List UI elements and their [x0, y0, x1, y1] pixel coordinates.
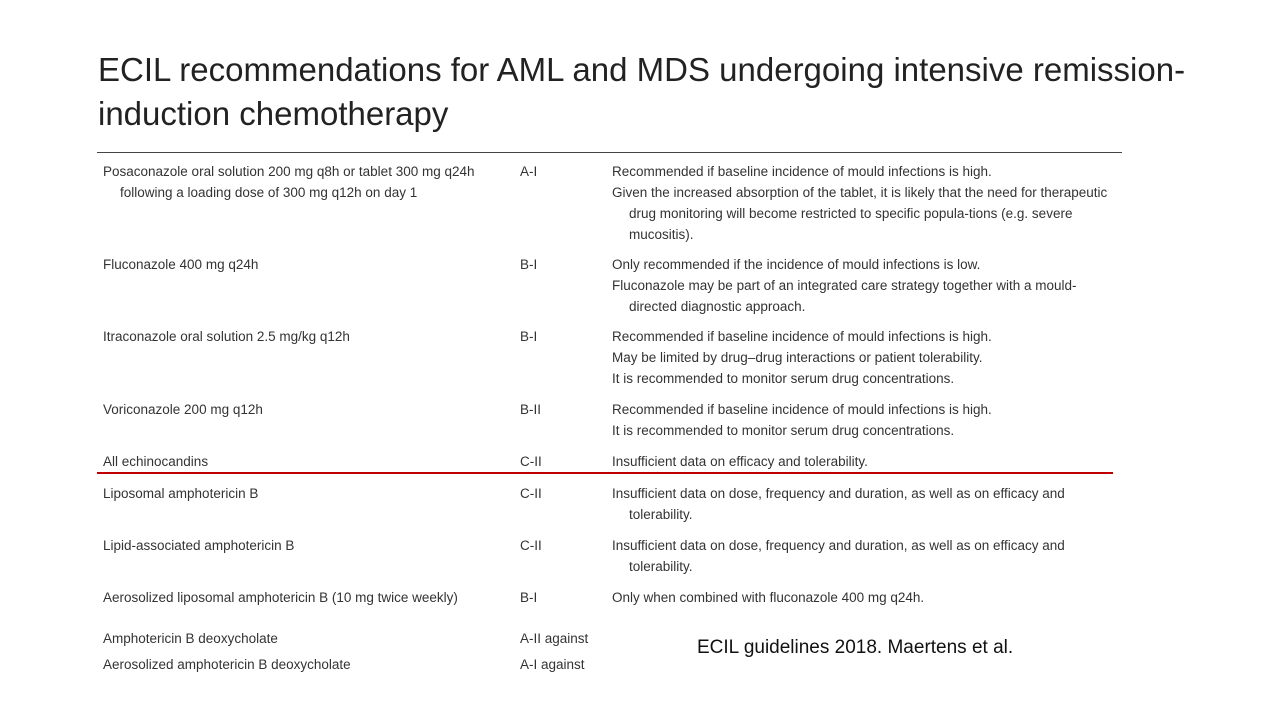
highlight-rule: [97, 472, 1113, 474]
drug-cell: Voriconazole 200 mg q12h: [103, 402, 263, 417]
comment-line: Only recommended if the incidence of mou…: [612, 257, 981, 272]
grade-cell: A-II against: [520, 631, 589, 646]
drug-cell: Lipid-associated amphotericin B: [103, 538, 295, 553]
drug-cell: Aerosolized liposomal amphotericin B (10…: [103, 590, 458, 605]
comment-line: May be limited by drug–drug interactions…: [612, 350, 983, 365]
comment-line: It is recommended to monitor serum drug …: [612, 423, 955, 438]
drug-cell: Itraconazole oral solution 2.5 mg/kg q12…: [103, 329, 350, 344]
comment-line: Insufficient data on efficacy and tolera…: [612, 454, 868, 469]
table-top-rule: [97, 152, 1122, 153]
slide-title: ECIL recommendations for AML and MDS und…: [98, 51, 1186, 132]
drug-cell: Amphotericin B deoxycholate: [103, 631, 278, 646]
grade-cell: C-II: [520, 538, 542, 553]
comment-line: Recommended if baseline incidence of mou…: [612, 402, 992, 417]
comment-line: Insufficient data on dose, frequency and…: [612, 538, 1065, 574]
citation: ECIL guidelines 2018. Maertens et al.: [697, 637, 1014, 658]
comment-line: Given the increased absorption of the ta…: [612, 185, 1108, 242]
comment-cell: Only recommended if the incidence of mou…: [612, 254, 1112, 317]
grade-cell: A-I against: [520, 657, 585, 672]
comment-line: Recommended if baseline incidence of mou…: [612, 164, 992, 179]
grade-cell: B-I: [520, 590, 538, 605]
grade-cell: B-II: [520, 402, 542, 417]
comment-line: Insufficient data on dose, frequency and…: [612, 486, 1065, 522]
comment-line: Recommended if baseline incidence of mou…: [612, 329, 992, 344]
drug-cell: Posaconazole oral solution 200 mg q8h or…: [103, 164, 475, 200]
comment-line: It is recommended to monitor serum drug …: [612, 371, 955, 386]
comment-cell: Recommended if baseline incidence of mou…: [612, 326, 1112, 389]
comment-cell: Insufficient data on efficacy and tolera…: [612, 451, 1112, 472]
grade-cell: C-II: [520, 454, 542, 469]
comment-cell: Insufficient data on dose, frequency and…: [612, 483, 1112, 525]
grade-cell: C-II: [520, 486, 542, 501]
grade-cell: A-I: [520, 164, 538, 179]
grade-cell: B-I: [520, 257, 538, 272]
comment-cell: Only when combined with fluconazole 400 …: [612, 587, 1112, 608]
drug-cell: All echinocandins: [103, 454, 209, 469]
grade-cell: B-I: [520, 329, 538, 344]
comment-cell: Recommended if baseline incidence of mou…: [612, 399, 1112, 441]
drug-cell: Fluconazole 400 mg q24h: [103, 257, 259, 272]
comment-cell: Insufficient data on dose, frequency and…: [612, 535, 1112, 577]
drug-cell: Liposomal amphotericin B: [103, 486, 259, 501]
comment-line: Fluconazole may be part of an integrated…: [612, 278, 1077, 314]
comment-line: Only when combined with fluconazole 400 …: [612, 590, 925, 605]
comment-cell: Recommended if baseline incidence of mou…: [612, 161, 1112, 245]
drug-cell: Aerosolized amphotericin B deoxycholate: [103, 657, 351, 672]
